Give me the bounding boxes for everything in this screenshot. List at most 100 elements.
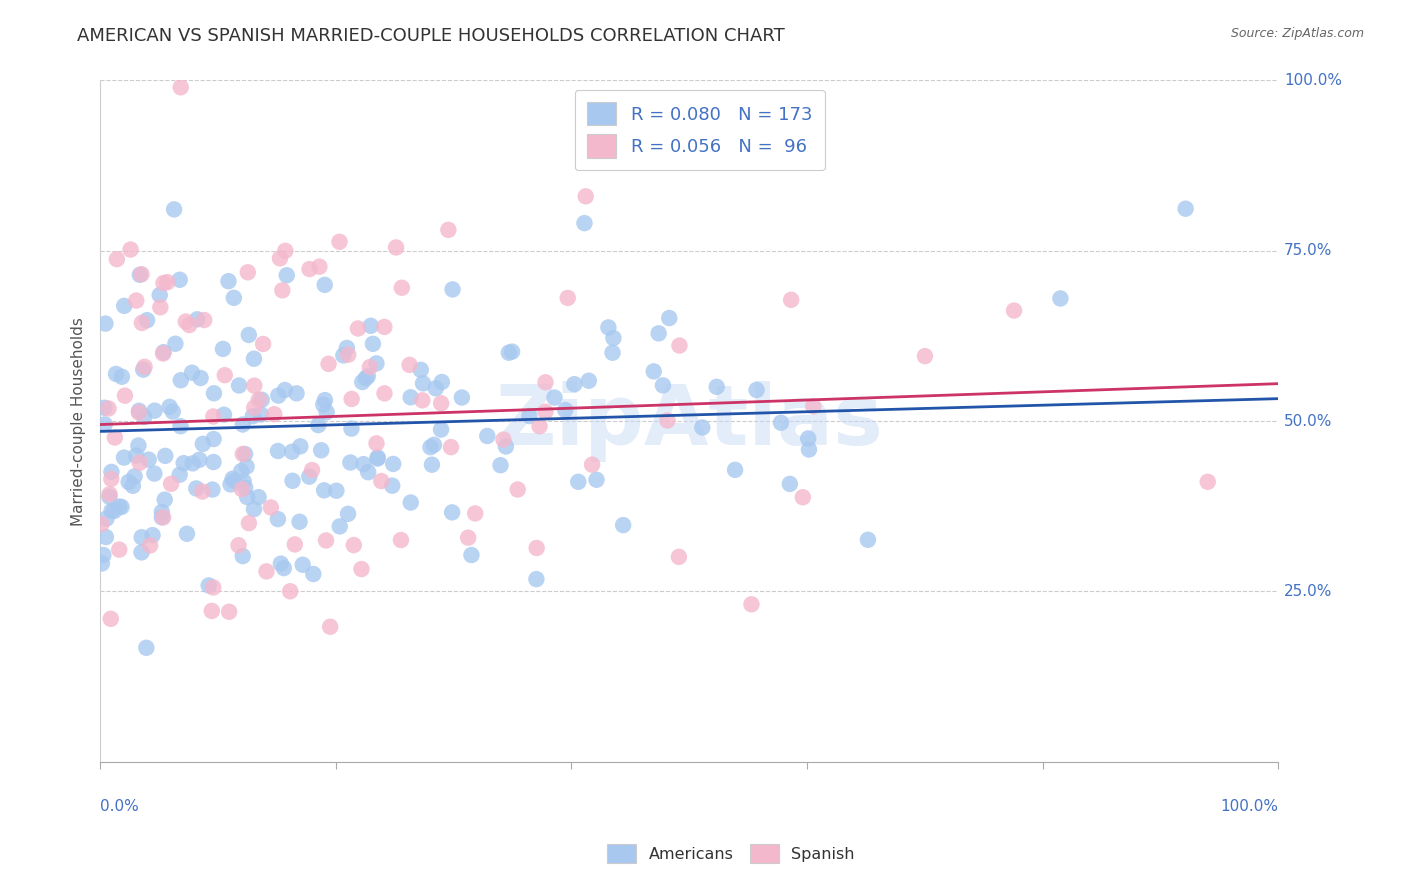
Point — [100, 504, 122, 518]
Point — [212, 408, 235, 422]
Point — [162, 404, 184, 418]
Point — [419, 440, 441, 454]
Point — [93, 548, 115, 562]
Point — [152, 510, 174, 524]
Text: 75.0%: 75.0% — [1284, 244, 1333, 259]
Point — [160, 476, 183, 491]
Point — [274, 244, 297, 258]
Point — [104, 430, 127, 444]
Point — [692, 420, 714, 434]
Point — [152, 345, 174, 359]
Point — [90, 517, 112, 532]
Point — [501, 344, 523, 359]
Point — [181, 456, 204, 470]
Point — [325, 483, 347, 498]
Point — [228, 378, 250, 392]
Point — [190, 371, 212, 385]
Point — [780, 293, 803, 307]
Point — [103, 504, 125, 518]
Point — [602, 345, 624, 359]
Point — [315, 405, 337, 419]
Point — [301, 463, 323, 477]
Point — [745, 383, 768, 397]
Point — [131, 545, 153, 559]
Point — [165, 336, 187, 351]
Point — [159, 400, 181, 414]
Point — [132, 362, 155, 376]
Point — [526, 572, 548, 586]
Point — [1174, 202, 1197, 216]
Point — [94, 317, 117, 331]
Point — [343, 538, 366, 552]
Point — [526, 541, 548, 555]
Point — [647, 326, 669, 341]
Point — [1197, 475, 1219, 489]
Point — [235, 459, 257, 474]
Point — [399, 495, 422, 509]
Point — [314, 392, 336, 407]
Point — [250, 408, 273, 422]
Point — [337, 507, 360, 521]
Point — [534, 405, 557, 419]
Point — [98, 490, 121, 504]
Point — [243, 378, 266, 392]
Text: 50.0%: 50.0% — [1284, 414, 1333, 429]
Point — [232, 549, 254, 563]
Point — [150, 505, 173, 519]
Point — [217, 274, 239, 288]
Point — [412, 376, 434, 391]
Point — [112, 450, 135, 465]
Point — [238, 516, 260, 531]
Point — [318, 357, 340, 371]
Point — [136, 313, 159, 327]
Point — [391, 281, 413, 295]
Point — [191, 437, 214, 451]
Point — [222, 474, 245, 488]
Point — [564, 377, 586, 392]
Point — [519, 409, 541, 423]
Point — [291, 558, 314, 572]
Point — [243, 502, 266, 516]
Point — [340, 422, 363, 436]
Point — [329, 519, 352, 533]
Point — [271, 283, 294, 297]
Point — [288, 515, 311, 529]
Point — [359, 359, 381, 374]
Point — [706, 380, 728, 394]
Point — [337, 348, 360, 362]
Point — [314, 483, 336, 498]
Point — [131, 530, 153, 544]
Point — [489, 458, 512, 473]
Point — [420, 458, 443, 472]
Point — [367, 451, 389, 466]
Point — [143, 467, 166, 481]
Point — [339, 456, 361, 470]
Point — [366, 436, 388, 450]
Point — [578, 374, 600, 388]
Point — [477, 429, 499, 443]
Point — [100, 612, 122, 626]
Point — [128, 268, 150, 282]
Point — [856, 533, 879, 547]
Point — [218, 605, 240, 619]
Point — [202, 409, 225, 424]
Point — [155, 449, 177, 463]
Point — [354, 371, 377, 385]
Point — [769, 416, 792, 430]
Point — [131, 267, 153, 281]
Point — [128, 405, 150, 419]
Point — [779, 477, 801, 491]
Point — [221, 472, 243, 486]
Point — [1002, 303, 1025, 318]
Point — [340, 392, 363, 406]
Point — [543, 391, 565, 405]
Point — [332, 348, 354, 362]
Point — [100, 465, 122, 479]
Point — [336, 341, 359, 355]
Text: 25.0%: 25.0% — [1284, 584, 1333, 599]
Point — [366, 356, 388, 370]
Point — [238, 327, 260, 342]
Point — [307, 418, 329, 433]
Text: ZipAtlas: ZipAtlas — [495, 381, 883, 462]
Point — [120, 243, 142, 257]
